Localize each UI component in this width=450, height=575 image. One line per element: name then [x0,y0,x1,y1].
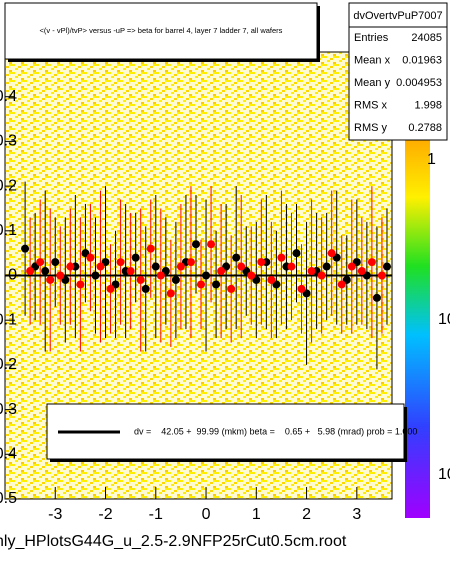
y-tick-label: 0 [8,267,17,284]
stats-label: Mean x [354,54,391,66]
point [217,267,226,276]
y-tick-label: 0.3 [0,133,17,150]
x-tick-label: 3 [352,506,361,523]
point [257,258,266,267]
x-tick-label: -1 [149,506,163,523]
x-tick-label: 1 [252,506,261,523]
z-tick-label: 1 [427,151,436,168]
stats-value: 24085 [411,32,442,44]
point [186,258,195,267]
title-box [4,2,318,60]
point [372,293,381,302]
x-tick-label: 2 [302,506,311,523]
point [237,262,246,271]
point [357,267,366,276]
y-tick-label: -0.1 [0,311,17,328]
point [307,267,316,276]
point [327,249,336,258]
point [297,284,306,293]
x-tick-label: -3 [48,506,62,523]
y-tick-label: -0.2 [0,356,17,373]
y-tick-label: -0.3 [0,401,17,418]
stats-value: 0.2788 [408,122,442,134]
point [337,280,346,289]
stats-value: 0.004953 [396,77,442,89]
stats-name: dvOvertvPuP7007 [353,10,442,22]
point [36,258,45,267]
x-tick-label: 0 [202,506,211,523]
point [21,244,30,253]
point [76,280,85,289]
point [202,271,211,280]
point [367,258,376,267]
point [91,271,100,280]
point [227,284,236,293]
stats-box [348,2,448,141]
point [317,271,326,280]
stats-label: Mean y [354,77,391,89]
point [96,262,105,271]
point [151,262,160,271]
point [156,271,165,280]
point [141,284,150,293]
point [277,253,286,262]
point [377,271,386,280]
stats-label: RMS y [354,122,388,134]
point [267,275,276,284]
y-tick-label: 0.1 [0,222,17,239]
stats-label: RMS x [354,99,388,111]
point [26,267,35,276]
z-tick-label: 10 [438,466,450,483]
y-tick-label: 0.2 [0,177,17,194]
point [171,275,180,284]
y-tick-label: -0.4 [0,446,17,463]
point [322,262,331,271]
point [66,262,75,271]
x-tick-label: -2 [98,506,112,523]
point [106,284,115,293]
point [136,275,145,284]
point [51,258,60,267]
point [166,289,175,298]
point [232,253,241,262]
point [116,258,125,267]
point [131,253,140,262]
z-tick-label: 10 [438,311,450,328]
legend-text: dv = 42.05 + 99.99 (mkm) beta = 0.65 + 5… [134,426,417,436]
point [207,240,216,249]
point [46,275,55,284]
footer-filename: nly_HPlotsG44G_u_2.5-2.9NFP25rCut0.5cm.r… [0,533,347,550]
point [41,267,50,276]
y-tick-label: -0.5 [0,490,17,507]
point [382,262,391,271]
point [212,280,221,289]
point [287,262,296,271]
y-tick-label: 0.4 [0,88,17,105]
stats-label: Entries [354,32,389,44]
point [292,249,301,258]
chart-title: <(v - vPl)/tvP> versus -uP => beta for b… [40,26,283,35]
point [176,262,185,271]
point [86,253,95,262]
point [347,262,356,271]
stats-value: 1.998 [414,99,442,111]
point [126,267,135,276]
point [191,240,200,249]
stats-value: 0.01963 [402,54,442,66]
point [56,271,65,280]
point [197,280,206,289]
point [247,271,256,280]
point [146,244,155,253]
